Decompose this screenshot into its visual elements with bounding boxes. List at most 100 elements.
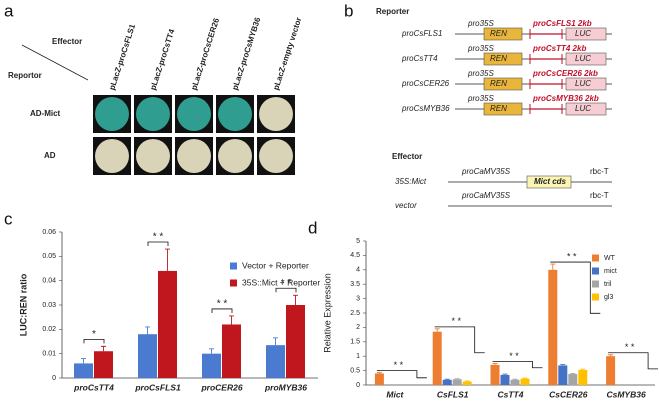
x-tick-label: Mict: [386, 389, 404, 399]
significance: * *: [451, 316, 461, 326]
colony: [218, 139, 252, 173]
significance: * *: [625, 342, 635, 352]
y-tick-label: 0.04: [42, 278, 56, 285]
error-bar: [560, 364, 566, 366]
y-tick-label: 0.03: [42, 302, 56, 309]
y-tick-label: 1: [356, 353, 360, 360]
column-label: pLacZ-proCsFLS1: [107, 22, 137, 91]
promoter: pro35S: [467, 94, 494, 103]
error-bar: [512, 378, 518, 380]
error-bar: [580, 368, 586, 371]
significance-bracket: [376, 370, 427, 379]
panel-label: a: [4, 1, 14, 20]
reporter-heading: Reportor: [8, 71, 42, 80]
legend-swatch: [592, 293, 599, 301]
bar: [374, 373, 384, 385]
bar: [558, 365, 568, 385]
error-bar: [550, 263, 556, 270]
cds-box: [526, 175, 572, 189]
ren: REN: [490, 29, 507, 38]
y-tick-label: 0: [52, 375, 56, 382]
bar: [568, 374, 578, 385]
bar: [94, 351, 113, 378]
panel-label: c: [4, 209, 13, 228]
effector-heading: Effector: [392, 152, 422, 161]
significance-bracket: [83, 338, 105, 344]
colony: [177, 97, 211, 131]
significance-bracket: [211, 308, 233, 313]
error-bar: [229, 315, 234, 325]
luc: LUC: [575, 104, 591, 113]
error-bar: [434, 328, 440, 332]
terminator: rbc-T: [590, 191, 609, 200]
column-label: pLacZ-proCsMYB36: [230, 16, 262, 92]
luc-box: [565, 102, 607, 116]
ren: REN: [490, 54, 507, 63]
significance-bracket: [608, 352, 659, 370]
luc: LUC: [575, 54, 591, 63]
construct-name: proCsCER26: [401, 79, 450, 88]
y-tick-label: 0: [356, 382, 360, 389]
significance-bracket: [550, 261, 601, 314]
promoter: proCaMV35S: [461, 167, 511, 176]
significance-bracket: [275, 287, 297, 293]
significance: * *: [217, 299, 228, 310]
error-bar: [376, 372, 382, 374]
y-tick-label: 0.5: [350, 367, 360, 374]
legend-label: tril: [604, 281, 612, 288]
legend-label: 35S::Mict + Reporter: [242, 277, 320, 287]
legend-swatch: [230, 279, 237, 287]
significance: * *: [394, 360, 404, 370]
y-tick-label: 4.5: [350, 252, 360, 259]
bar: [266, 345, 285, 378]
insert: proCsCER26 2kb: [532, 69, 598, 78]
legend-label: WT: [604, 255, 616, 262]
luc: LUC: [575, 29, 591, 38]
cds: Mict cds: [534, 177, 567, 186]
significance: * *: [509, 351, 519, 361]
y-tick-label: 0.01: [42, 351, 56, 358]
effector-name: 35S:Mict: [395, 177, 427, 186]
bar: [520, 378, 530, 385]
promoter: pro35S: [467, 44, 494, 53]
error-bar: [145, 326, 150, 335]
insert: proCsFLS1 2kb: [532, 19, 592, 28]
bar: [578, 370, 588, 385]
insert: proCsMYB36 2kb: [532, 94, 599, 103]
x-tick-label: CsMYB36: [606, 389, 645, 399]
bar: [606, 356, 616, 385]
x-tick-label: proCER26: [200, 382, 242, 392]
bar: [462, 381, 472, 385]
bar: [442, 379, 452, 385]
ren-box: [483, 77, 523, 91]
bar: [500, 374, 510, 385]
y-tick-label: 0.05: [42, 253, 56, 260]
y-tick-label: 4: [356, 267, 360, 274]
construct-name: proCsMYB36: [401, 104, 450, 113]
row-label: AD-Mict: [30, 109, 61, 118]
effector-name: vector: [395, 201, 417, 210]
ren: REN: [490, 79, 507, 88]
bar: [490, 364, 500, 385]
luc-box: [565, 27, 607, 41]
colony: [177, 139, 211, 173]
x-tick-label: proCsFLS1: [134, 382, 181, 392]
bar: [158, 270, 177, 378]
y-tick-label: 0.06: [42, 229, 56, 236]
legend-swatch: [592, 267, 599, 275]
colony: [95, 139, 129, 173]
x-tick-label: CsCER26: [549, 389, 588, 399]
error-bar: [273, 337, 278, 346]
y-tick-label: 5: [356, 238, 360, 245]
legend-label: gl3: [604, 294, 613, 301]
y-tick-label: 3.5: [350, 281, 360, 288]
error-bar: [502, 373, 508, 375]
reporter-heading: Reporter: [376, 7, 409, 16]
y-tick-label: 0.02: [42, 326, 56, 333]
colony: [136, 97, 170, 131]
row-label: AD: [44, 151, 56, 160]
significance-bracket: [147, 241, 169, 247]
panel-label: d: [308, 218, 317, 237]
construct-name: proCsFLS1: [401, 29, 442, 38]
